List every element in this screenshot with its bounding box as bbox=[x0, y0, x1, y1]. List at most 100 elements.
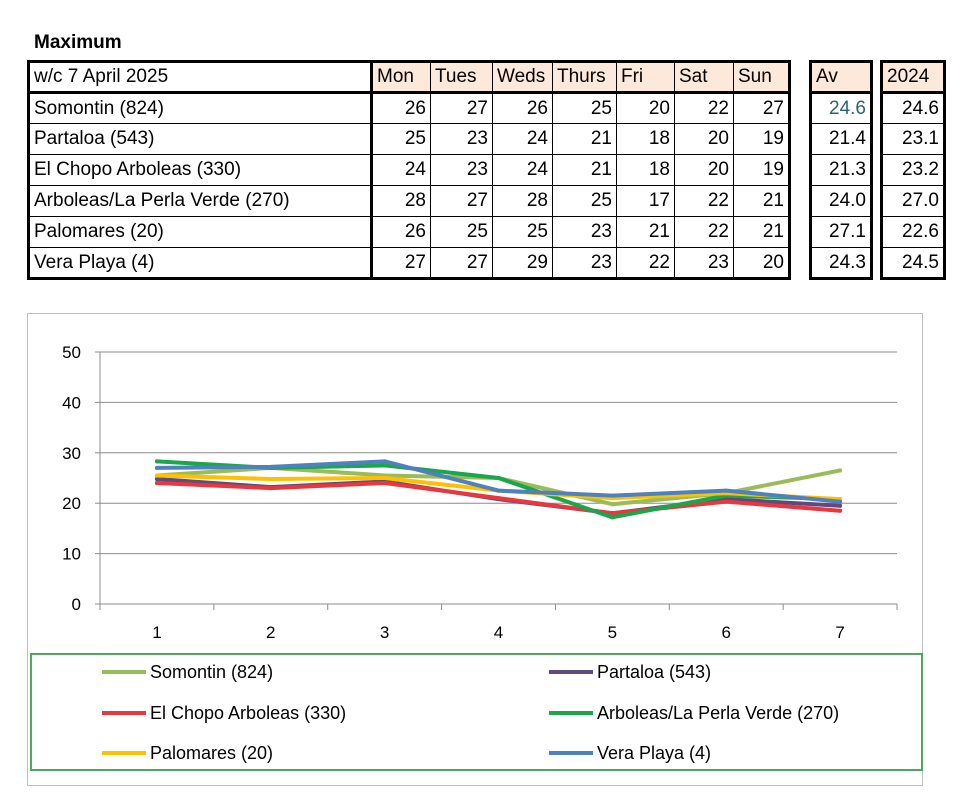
x-tick-label: 6 bbox=[721, 623, 730, 642]
temperature-cell: 23 bbox=[430, 154, 493, 186]
legend-label: Arboleas/La Perla Verde (270) bbox=[597, 702, 840, 723]
data-point bbox=[496, 476, 501, 480]
temperature-cell: 21 bbox=[552, 154, 617, 186]
temperature-cell: 21 bbox=[733, 216, 790, 248]
previous-year-header: 2024 bbox=[881, 61, 945, 94]
data-point bbox=[838, 503, 843, 508]
legend-label: Partaloa (543) bbox=[597, 661, 712, 682]
temperature-cell: 27 bbox=[430, 92, 493, 124]
data-point bbox=[382, 463, 387, 468]
data-point bbox=[838, 499, 843, 504]
legend-swatch bbox=[549, 670, 593, 674]
chart-frame bbox=[27, 313, 923, 786]
temperature-cell: 23 bbox=[674, 247, 734, 279]
previous-year-cell: 24.6 bbox=[881, 92, 945, 124]
legend-item: Somontin (824) bbox=[102, 660, 273, 684]
legend-item: Arboleas/La Perla Verde (270) bbox=[549, 701, 839, 725]
data-point bbox=[268, 477, 273, 482]
temperature-cell: 20 bbox=[674, 123, 734, 155]
data-point bbox=[382, 476, 387, 480]
legend-label: Palomares (20) bbox=[150, 742, 274, 763]
station-name: El Chopo Arboleas (330) bbox=[28, 154, 373, 186]
legend-swatch bbox=[102, 751, 146, 755]
data-point bbox=[724, 488, 729, 493]
temperature-cell: 26 bbox=[371, 216, 431, 248]
chart-legend: Somontin (824) Partaloa (543) El Chopo Arb… bbox=[30, 653, 923, 771]
temperature-cell: 21 bbox=[552, 123, 617, 155]
line-chart: 0 10 20 30 40 50 1 2 3 4 5 6 7 bbox=[62, 343, 898, 642]
temperature-cell: 18 bbox=[616, 123, 675, 155]
data-point bbox=[382, 459, 387, 464]
legend-item: Palomares (20) bbox=[102, 741, 273, 765]
y-tick-label: 10 bbox=[62, 545, 81, 564]
previous-year-cell: 27.0 bbox=[881, 185, 945, 217]
day-header: Sat bbox=[674, 61, 734, 94]
y-tick-label: 20 bbox=[62, 494, 81, 513]
x-tick-label: 1 bbox=[152, 623, 161, 642]
data-point bbox=[610, 493, 615, 498]
previous-year-table: 2024 24.6 23.1 23.2 27.0 22.6 24.5 bbox=[880, 60, 946, 280]
average-cell: 21.4 bbox=[810, 123, 872, 155]
station-name: Somontin (824) bbox=[28, 92, 373, 124]
temperature-cell: 22 bbox=[616, 247, 675, 279]
weather-table: w/c 7 April 2025 Mon Tues Weds Thurs Fri Sat Su… bbox=[27, 60, 791, 280]
temperature-cell: 21 bbox=[733, 185, 790, 217]
previous-year-cell: 23.2 bbox=[881, 154, 945, 186]
day-header: Sun bbox=[733, 61, 790, 94]
x-tick-label: 3 bbox=[380, 623, 389, 642]
temperature-cell: 25 bbox=[492, 216, 553, 248]
temperature-cell: 27 bbox=[430, 185, 493, 217]
data-point bbox=[154, 465, 159, 470]
table-row: El Chopo Arboleas (330) 24 23 24 21 18 20 19 bbox=[28, 154, 790, 186]
y-tick-label: 0 bbox=[72, 595, 81, 614]
data-point bbox=[610, 515, 615, 520]
temperature-cell: 25 bbox=[552, 92, 617, 124]
average-cell: 21.3 bbox=[810, 154, 872, 186]
temperature-cell: 28 bbox=[492, 185, 553, 217]
data-point bbox=[838, 508, 843, 513]
previous-year-cell: 24.5 bbox=[881, 247, 945, 279]
x-tick-label: 7 bbox=[835, 623, 844, 642]
week-label: w/c 7 April 2025 bbox=[28, 61, 373, 94]
data-point bbox=[496, 488, 501, 493]
data-point bbox=[610, 511, 615, 516]
data-point bbox=[268, 464, 273, 469]
temperature-cell: 22 bbox=[674, 216, 734, 248]
average-header: Av bbox=[810, 61, 872, 94]
x-tick-label: 5 bbox=[608, 623, 617, 642]
table-row: Somontin (824) 26 27 26 25 20 22 27 bbox=[28, 92, 790, 124]
table-title: Maximum bbox=[34, 32, 122, 53]
data-point bbox=[382, 481, 387, 486]
table-header-row: w/c 7 April 2025 Mon Tues Weds Thurs Fri Sat Su… bbox=[28, 61, 790, 94]
y-tick-label: 40 bbox=[62, 393, 81, 412]
temperature-cell: 19 bbox=[733, 154, 790, 186]
temperature-cell: 24 bbox=[371, 154, 431, 186]
table-row: Palomares (20) 26 25 25 23 21 22 21 bbox=[28, 216, 790, 248]
temperature-cell: 26 bbox=[492, 92, 553, 124]
temperature-cell: 27 bbox=[371, 247, 431, 279]
legend-swatch bbox=[102, 711, 146, 715]
temperature-cell: 27 bbox=[733, 92, 790, 124]
day-header: Fri bbox=[616, 61, 675, 94]
data-point bbox=[724, 499, 729, 504]
data-point bbox=[268, 486, 273, 491]
temperature-cell: 20 bbox=[733, 247, 790, 279]
x-tick-label: 4 bbox=[494, 623, 503, 642]
average-table: Av 24.6 21.4 21.3 24.0 27.1 24.3 bbox=[809, 60, 873, 280]
temperature-cell: 19 bbox=[733, 123, 790, 155]
legend-item: El Chopo Arboleas (330) bbox=[102, 701, 346, 725]
y-tick-label: 30 bbox=[62, 444, 81, 463]
temperature-cell: 21 bbox=[616, 216, 675, 248]
temperature-cell: 26 bbox=[371, 92, 431, 124]
legend-item: Vera Playa (4) bbox=[549, 741, 711, 765]
station-name: Partaloa (543) bbox=[28, 123, 373, 155]
average-cell: 24.3 bbox=[810, 247, 872, 279]
legend-swatch bbox=[549, 751, 593, 755]
legend-label: Vera Playa (4) bbox=[597, 742, 712, 763]
data-point bbox=[154, 473, 159, 478]
legend-swatch bbox=[102, 670, 146, 674]
average-cell: 24.6 bbox=[810, 92, 872, 124]
data-point bbox=[154, 477, 159, 482]
x-tick-label: 2 bbox=[266, 623, 275, 642]
day-header: Tues bbox=[430, 61, 493, 94]
